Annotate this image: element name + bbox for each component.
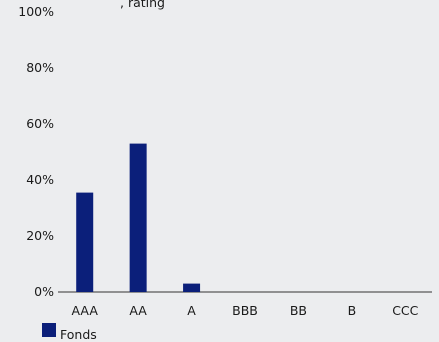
x-tick-label: BBB [232,303,258,318]
legend-swatch-fonds [42,323,56,337]
y-axis-ticks: 0% 20% 40% 60% 80% 100% [18,4,54,299]
y-tick-label: 100% [18,4,54,19]
y-tick-label: 40% [26,172,54,187]
y-tick-label: 80% [26,60,54,75]
x-tick-label: B [348,303,357,318]
x-axis-labels: AAA AA A BBB BB B CCC [72,303,419,318]
y-tick-label: 60% [26,116,54,131]
bars-group [76,143,201,292]
legend-label-fonds: Fonds [60,327,97,342]
chart-title-fragment: , rating [120,0,165,10]
bar-aa [129,143,147,292]
x-tick-label: BB [290,303,307,318]
bar-a [183,283,201,292]
x-tick-label: A [187,303,196,318]
bar-aaa [76,192,94,292]
x-tick-label: AAA [72,303,99,318]
x-tick-label: AA [129,303,147,318]
y-tick-label: 20% [26,228,54,243]
y-tick-label: 0% [34,284,54,299]
x-tick-label: CCC [392,303,418,318]
